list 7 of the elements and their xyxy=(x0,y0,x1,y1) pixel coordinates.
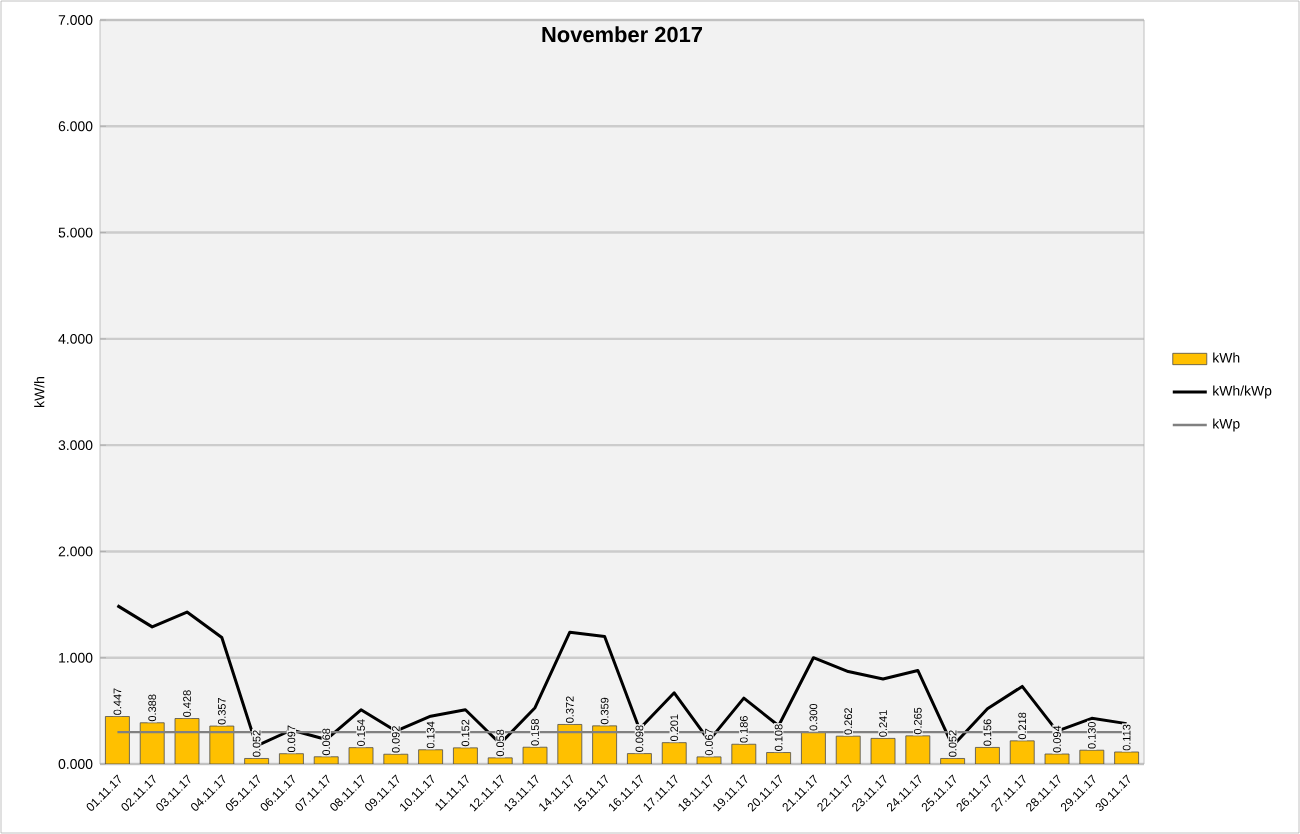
bar xyxy=(801,731,826,764)
bar xyxy=(662,742,687,764)
bar xyxy=(105,716,130,764)
bar xyxy=(836,736,861,764)
bar xyxy=(1010,740,1035,764)
chart-title: November 2017 xyxy=(542,26,703,43)
bar xyxy=(905,735,931,764)
